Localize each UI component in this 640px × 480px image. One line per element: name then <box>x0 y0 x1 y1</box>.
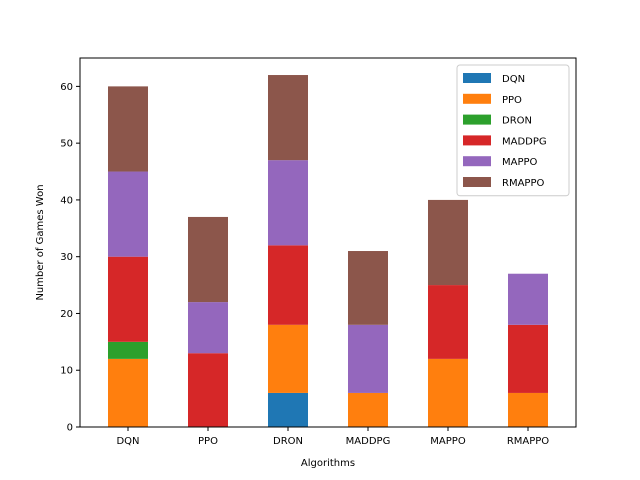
bar-dron-rmappo <box>268 75 308 161</box>
axes-layer <box>79 57 577 428</box>
y-tick-label: 50 <box>60 139 73 150</box>
x-tick-label: PPO <box>198 436 218 447</box>
x-tick-label: MAPPO <box>430 436 466 447</box>
bar-mappo-maddpg <box>428 285 468 359</box>
legend-swatch-mappo <box>463 156 491 167</box>
x-tick-label: DQN <box>116 436 139 447</box>
legend-swatch-dron <box>463 114 491 125</box>
legend-label-maddpg: MADDPG <box>502 136 547 147</box>
y-axis-title: Number of Games Won <box>35 184 46 300</box>
bar-ppo-rmappo <box>188 216 228 303</box>
bar-maddpg-ppo <box>348 392 388 427</box>
bar-ppo-mappo <box>188 302 228 354</box>
x-axis-title: Algorithms <box>301 458 355 469</box>
bar-mappo-ppo <box>428 358 468 427</box>
bar-maddpg-rmappo <box>348 251 388 325</box>
y-tick-label: 0 <box>67 423 73 434</box>
bar-dron-dqn <box>268 392 308 427</box>
x-tick-label: MADDPG <box>346 436 391 447</box>
bar-dron-ppo <box>268 324 308 393</box>
y-tick-label: 40 <box>60 195 73 206</box>
legend-label-mappo: MAPPO <box>502 157 538 168</box>
y-tick-label: 60 <box>60 82 73 93</box>
bar-dron-maddpg <box>268 245 308 325</box>
bar-dqn-rmappo <box>108 86 148 172</box>
legend: DQN PPO DRON MADDPG MAPPO RMAPPO <box>456 64 570 197</box>
bar-mappo-rmappo <box>428 199 468 286</box>
bars-layer <box>108 75 548 427</box>
ticks-layer: 0 10 20 30 40 50 60 DQN PPO DRON MADDPG MAPPO RMAPPO <box>60 82 549 447</box>
bar-dqn-ppo <box>108 358 148 427</box>
plot-frame <box>79 57 577 428</box>
legend-swatch-dqn <box>463 73 491 83</box>
legend-label-dron: DRON <box>502 116 532 127</box>
bar-ppo-maddpg <box>188 353 228 427</box>
legend-label-dqn: DQN <box>502 74 525 85</box>
bar-rmappo-maddpg <box>508 324 548 393</box>
bar-dqn-maddpg <box>108 256 148 342</box>
y-tick-label: 20 <box>60 309 73 320</box>
bar-rmappo-mappo <box>508 273 548 325</box>
legend-swatch-ppo <box>463 93 491 104</box>
legend-label-rmappo: RMAPPO <box>502 178 544 189</box>
legend-swatch-rmappo <box>463 177 491 187</box>
x-tick-label: RMAPPO <box>507 436 549 447</box>
legend-label-ppo: PPO <box>502 95 522 106</box>
y-tick-label: 10 <box>60 366 73 377</box>
bar-dqn-mappo <box>108 171 148 257</box>
bar-rmappo-ppo <box>508 392 548 427</box>
bar-maddpg-mappo <box>348 324 388 393</box>
bar-dron-mappo <box>268 160 308 246</box>
x-tick-label: DRON <box>273 436 303 447</box>
y-tick-label: 30 <box>60 252 73 263</box>
bar-dqn-dron <box>108 341 148 359</box>
legend-swatch-maddpg <box>463 135 491 146</box>
